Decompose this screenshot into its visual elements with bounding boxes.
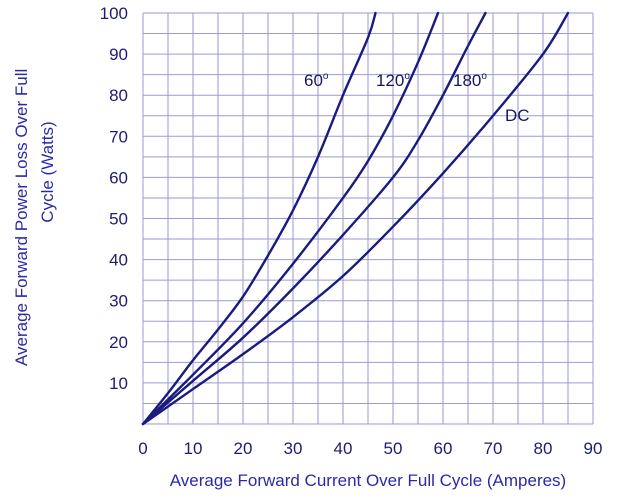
series-line-180 [141, 11, 487, 426]
y-tick-label: 40 [109, 251, 128, 270]
x-tick-label: 80 [534, 439, 553, 458]
y-tick-label: 100 [100, 4, 128, 23]
series-line-dc [141, 11, 570, 426]
y-tick-label: 60 [109, 168, 128, 187]
series-label-60: 60o [304, 71, 329, 90]
x-tick-label: 70 [484, 439, 503, 458]
x-tick-label: 40 [334, 439, 353, 458]
x-tick-label: 60 [434, 439, 453, 458]
y-tick-label: 90 [109, 45, 128, 64]
x-tick-label: 10 [184, 439, 203, 458]
chart-grid [142, 12, 594, 425]
y-axis-title-line-2: Cycle (Watts) [38, 121, 57, 222]
y-tick-label: 50 [109, 210, 128, 229]
chart-curve-labels: 60o 120o 180o DC [304, 71, 530, 125]
x-axis-title: Average Forward Current Over Full Cycle … [170, 471, 566, 490]
series-line-120 [141, 11, 440, 426]
y-tick-label: 30 [109, 292, 128, 311]
x-tick-label: 30 [284, 439, 303, 458]
x-tick-label: 20 [234, 439, 253, 458]
series-label-120: 120o [376, 71, 410, 90]
y-tick-label: 20 [109, 333, 128, 352]
chart-tick-labels: 0 10 20 30 40 50 60 70 80 90 10 20 30 40 50 60 70 80 90 100 [100, 4, 603, 458]
x-tick-label: 0 [138, 439, 147, 458]
series-line-60 [141, 11, 377, 426]
y-tick-label: 10 [109, 374, 128, 393]
chart-curves [141, 11, 570, 426]
series-label-180: 180o [453, 71, 487, 90]
y-axis-title: Average Forward Power Loss Over Full Cyc… [12, 64, 57, 366]
x-tick-label: 90 [584, 439, 603, 458]
y-tick-label: 70 [109, 127, 128, 146]
series-label-dc: DC [505, 106, 530, 125]
y-tick-label: 80 [109, 86, 128, 105]
y-axis-title-line-1: Average Forward Power Loss Over Full [12, 69, 31, 366]
x-tick-label: 50 [384, 439, 403, 458]
